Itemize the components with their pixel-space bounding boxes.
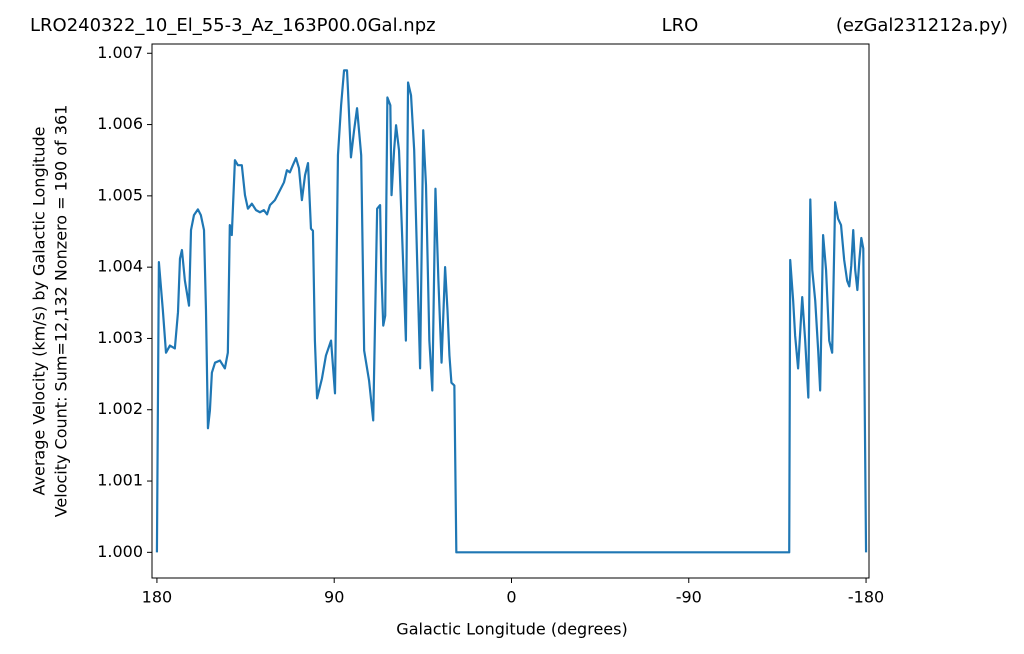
- data-line: [155, 69, 868, 554]
- x-tick-label: -180: [848, 588, 884, 607]
- y-tick-label: 1.006: [97, 114, 143, 133]
- y-axis-label: Velocity Count: Sum=12,132 Nonzero = 190…: [52, 105, 71, 518]
- y-tick-label: 1.001: [97, 471, 143, 490]
- plot-frame: [151, 43, 870, 579]
- x-tick-label: 0: [506, 588, 516, 607]
- x-tick-label: 180: [142, 588, 173, 607]
- y-tick-label: 1.007: [97, 43, 143, 62]
- x-axis-label: Galactic Longitude (degrees): [396, 620, 627, 639]
- chart-title: LRO240322_10_El_55-3_Az_163P00.0Gal.npz: [30, 15, 436, 36]
- chart-title-right: (ezGal231212a.py): [836, 15, 1008, 36]
- x-tick-label: -90: [676, 588, 702, 607]
- chart-title-center: LRO: [662, 15, 699, 36]
- y-tick-label: 1.003: [97, 328, 143, 347]
- y-tick-label: 1.002: [97, 399, 143, 418]
- y-axis-label: Average Velocity (km/s) by Galactic Long…: [30, 127, 49, 496]
- y-tick-label: 1.005: [97, 185, 143, 204]
- y-tick-label: 1.004: [97, 257, 143, 276]
- y-tick-label: 1.000: [97, 542, 143, 561]
- x-tick-label: 90: [324, 588, 344, 607]
